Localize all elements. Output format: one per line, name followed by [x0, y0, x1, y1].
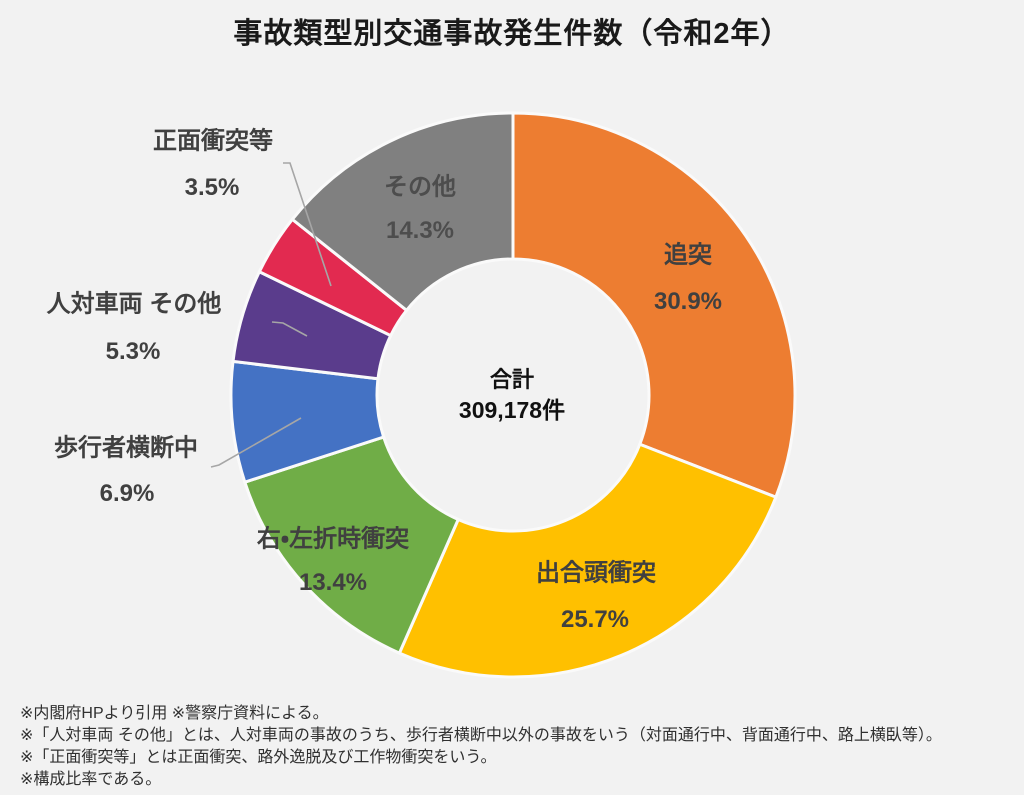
segment-name-label: その他: [384, 173, 456, 201]
segment-percent-label: 25.7%: [560, 606, 630, 633]
chart-title: 事故類型別交通事故発生件数（令和2年）: [233, 18, 791, 50]
footnotes: ※内閣府HPより引用 ※警察庁資料による。 ※「人対車両 その他」とは、人対車両の…: [20, 703, 942, 791]
segment-name-label: 歩行者横断中: [54, 434, 198, 462]
leader-line: [271, 321, 308, 337]
segment-name-label: 追突: [664, 241, 712, 269]
total-label: 合計: [489, 367, 535, 392]
leader-line: [210, 417, 302, 468]
footnote-line: ※「人対車両 その他」とは、人対車両の事故のうち、歩行者横断中以外の事故をいう（…: [20, 727, 942, 744]
footnote-line: ※内閣府HPより引用 ※警察庁資料による。: [20, 705, 329, 722]
segment-name-label: 人対車両 その他: [46, 290, 222, 318]
segment-percent-label: 13.4%: [298, 569, 368, 596]
footnote-line: ※「正面衝突等」とは正面衝突、路外逸脱及び工作物衝突をいう。: [20, 749, 497, 766]
donut-slice: [397, 442, 778, 679]
footnote-line: ※構成比率である。: [20, 771, 162, 788]
segment-name-label: 正面衝突等: [153, 127, 273, 155]
segment-percent-label: 6.9%: [99, 480, 155, 507]
segment-percent-label: 5.3%: [105, 338, 161, 365]
donut-slice: [243, 435, 460, 655]
segment-name-label: 右・左折時衝突: [256, 525, 410, 553]
donut-center-text: 合計 309,178件: [459, 365, 565, 425]
segment-percent-label: 3.5%: [184, 174, 240, 201]
donut-slice: [290, 111, 515, 312]
segment-name-label: 出合頭衝突: [536, 559, 656, 587]
leader-line: [283, 162, 332, 287]
total-value: 309,178件: [458, 397, 566, 423]
segment-percent-label: 14.3%: [385, 217, 455, 244]
donut-slice: [511, 111, 797, 499]
segment-percent-label: 30.9%: [653, 288, 723, 315]
